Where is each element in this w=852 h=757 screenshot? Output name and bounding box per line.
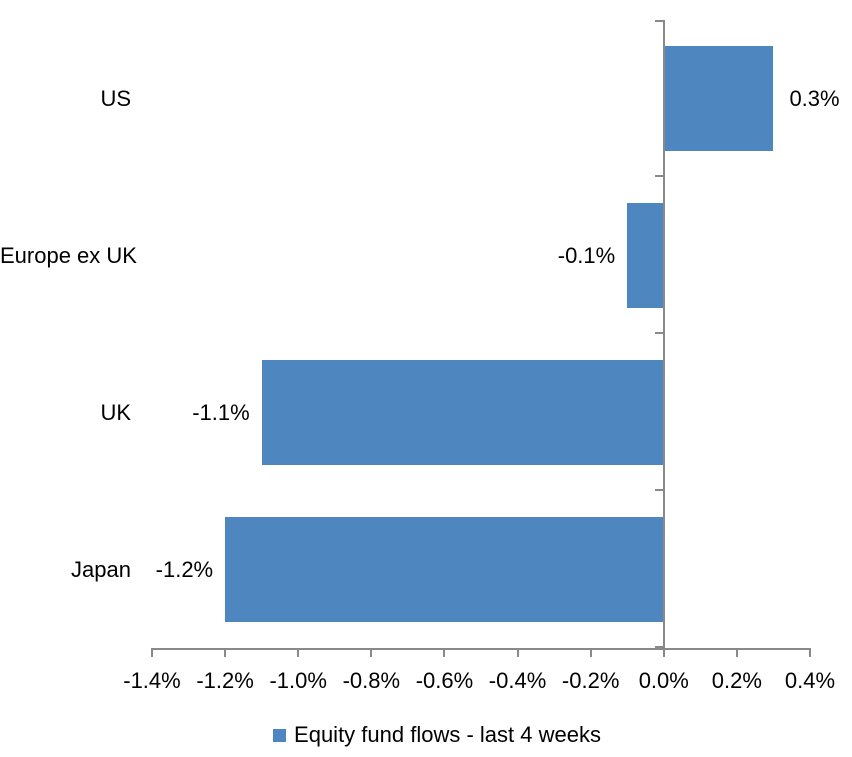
x-axis-tick xyxy=(370,650,373,657)
x-axis-tick-label: -0.8% xyxy=(342,668,401,693)
category-label: Japan xyxy=(71,556,131,582)
x-axis-tick-label: -1.2% xyxy=(196,668,254,693)
x-axis-tick-label: -0.6% xyxy=(415,668,474,693)
bar xyxy=(225,517,663,622)
x-axis-tick xyxy=(224,650,227,657)
x-axis-tick-label: 0.4% xyxy=(784,668,836,693)
legend-label: Equity fund flows - last 4 weeks xyxy=(294,722,601,747)
x-axis-tick xyxy=(735,650,738,657)
y-axis xyxy=(662,20,665,650)
bar xyxy=(664,46,774,151)
bar xyxy=(627,203,663,308)
y-axis-tick xyxy=(654,332,663,334)
bar-data-label: 0.3% xyxy=(789,85,840,111)
x-axis-tick-label: -1.4% xyxy=(123,668,181,693)
bar xyxy=(261,360,663,465)
x-axis-tick-label: -1.0% xyxy=(269,668,327,693)
x-axis-tick xyxy=(151,650,153,657)
x-axis-tick xyxy=(297,650,300,657)
bar-data-label: -1.2% xyxy=(155,556,214,582)
x-axis-tick xyxy=(662,650,665,657)
x-axis-tick-label: -0.4% xyxy=(488,668,547,693)
x-axis-tick xyxy=(809,650,811,657)
x-axis xyxy=(151,648,811,650)
legend-square-icon xyxy=(273,728,287,742)
x-axis-tick xyxy=(589,650,592,657)
legend: Equity fund flows - last 4 weeks xyxy=(0,722,852,748)
category-label: UK xyxy=(100,399,131,425)
x-axis-tick-label: 0.0% xyxy=(638,668,689,693)
category-label: Europe ex UK xyxy=(0,242,137,268)
bar-data-label: -1.1% xyxy=(192,399,250,425)
category-label: US xyxy=(100,85,131,111)
x-axis-tick-label: -0.2% xyxy=(561,668,620,693)
bar-data-label: -0.1% xyxy=(557,242,616,268)
x-axis-tick xyxy=(516,650,519,657)
y-axis-tick xyxy=(654,489,663,491)
x-axis-tick-label: 0.2% xyxy=(711,668,762,693)
y-axis-tick xyxy=(654,175,663,177)
y-axis-tick xyxy=(654,20,663,22)
y-axis-tick xyxy=(654,646,663,648)
x-axis-tick xyxy=(443,650,446,657)
